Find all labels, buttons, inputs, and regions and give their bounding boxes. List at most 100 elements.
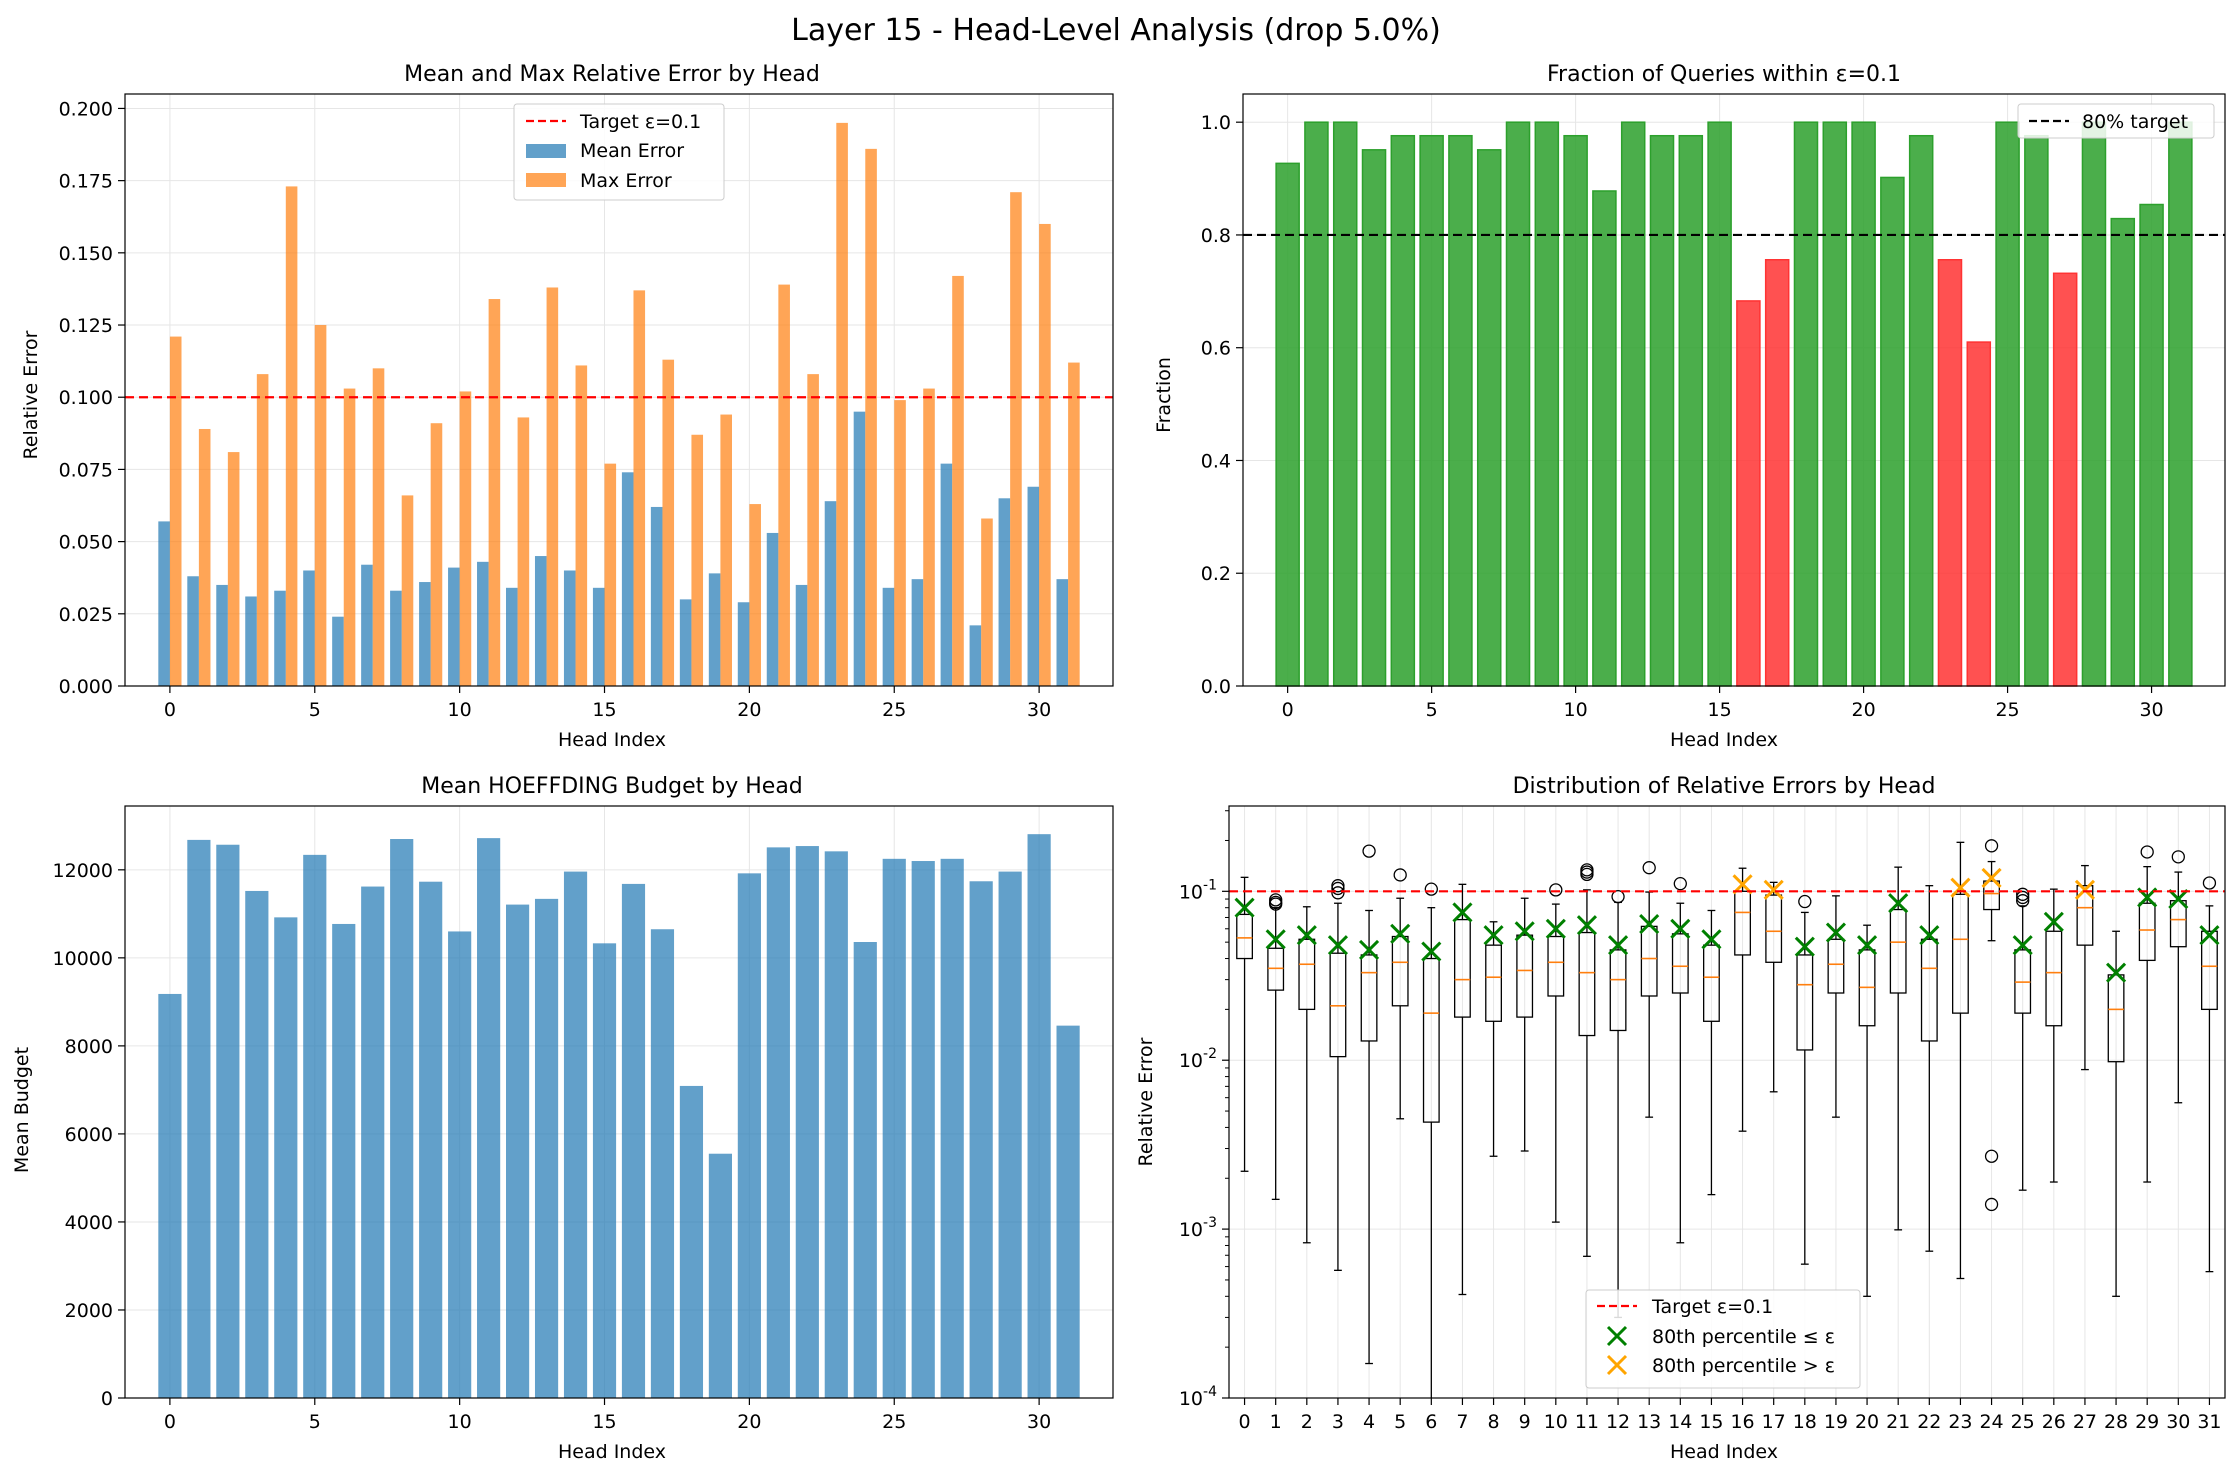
max-error-bar — [430, 423, 443, 686]
p80-marker-ok — [1794, 936, 1815, 957]
box-flier — [1984, 1197, 1999, 1212]
p80-marker-ok — [1296, 925, 1317, 946]
mean-error-bar — [853, 411, 866, 686]
fraction-bar-pass — [1304, 121, 1329, 687]
p3-ytick-label: 12000 — [53, 860, 113, 882]
fraction-bar-pass — [1822, 121, 1848, 687]
box-head — [1234, 876, 1255, 1172]
max-error-bar — [691, 434, 704, 686]
p80-marker-stroke — [1265, 929, 1286, 950]
p80-marker-ok — [1857, 935, 1878, 956]
p80-marker-stroke — [1390, 923, 1411, 944]
mean-error-bar — [998, 498, 1011, 686]
budget-bar — [621, 883, 646, 1398]
max-error-bar — [488, 299, 501, 686]
legend-target-label: Target ε=0.1 — [579, 111, 701, 133]
fraction-bar-pass — [1995, 121, 2020, 687]
budget-bar — [332, 923, 356, 1398]
p80-marker-ok — [1359, 939, 1380, 960]
box-head — [1390, 868, 1411, 1120]
p1-ytick-label: 0.150 — [59, 243, 113, 265]
max-error-bar — [749, 504, 761, 686]
box-head — [1981, 839, 2002, 1212]
p4-xtick-label: 17 — [1762, 1411, 1786, 1433]
p4-xtick-label: 24 — [1979, 1411, 2003, 1433]
box-iqr — [1578, 931, 1596, 1037]
box-flier — [1798, 894, 1812, 909]
p4-xtick-label: 19 — [1824, 1411, 1848, 1433]
budget-bar — [679, 1085, 704, 1398]
p80-marker-stroke — [1919, 925, 1940, 946]
mean-error-bar — [361, 564, 373, 686]
p2-ytick-label: 0.8 — [1201, 225, 1231, 247]
budget-bar — [419, 881, 443, 1398]
budget-bar — [274, 917, 298, 1398]
panel4-title: Distribution of Relative Errors by Head — [1513, 774, 1936, 799]
p2-xtick-label: 15 — [1708, 699, 1732, 721]
p4-xtick-label: 28 — [2104, 1411, 2128, 1433]
p80-marker-ok — [2199, 925, 2220, 946]
p4-xtick-label: 29 — [2135, 1411, 2159, 1433]
p80-marker-stroke — [1639, 913, 1660, 935]
p80-marker-fail — [1981, 867, 2002, 889]
p80-marker-stroke — [2106, 962, 2127, 983]
mean-error-bar — [506, 587, 518, 686]
p4-xtick-label: 6 — [1425, 1411, 1437, 1433]
box-flier — [2016, 887, 2030, 901]
mean-error-bar — [621, 472, 634, 686]
p4-xtick-label: 8 — [1488, 1411, 1500, 1433]
budget-bar — [592, 943, 617, 1398]
p1-xtick-label: 10 — [448, 699, 472, 721]
budget-bar — [563, 871, 588, 1398]
fraction-bar-pass — [1275, 162, 1300, 687]
max-error-bar — [517, 417, 530, 686]
p80-marker-stroke — [2199, 925, 2220, 946]
mean-error-bar — [1027, 486, 1040, 686]
budget-bar — [940, 858, 964, 1398]
p4-ytick-label: 10-3 — [1179, 1215, 1217, 1241]
p80-marker-ok — [1919, 925, 1940, 946]
budget-bar — [650, 929, 675, 1398]
box-iqr — [1391, 935, 1409, 1007]
box-iqr — [2045, 930, 2063, 1027]
p80-marker-stroke — [1670, 918, 1691, 939]
box-head — [1483, 921, 1504, 1157]
p80-marker-ok — [1327, 935, 1348, 956]
mean-error-bar — [274, 590, 286, 686]
p80-marker-ok — [2106, 962, 2127, 983]
box-flier — [1642, 861, 1656, 875]
budget-bar — [911, 861, 935, 1398]
panel3-xlabel: Head Index — [558, 1441, 666, 1463]
box-iqr — [1609, 949, 1627, 1032]
fraction-bar-pass — [1880, 176, 1905, 687]
p1-ytick-label: 0.100 — [59, 387, 113, 409]
max-error-bar — [604, 463, 617, 686]
budget-bar — [361, 886, 385, 1398]
max-error-bar — [778, 284, 790, 686]
mean-error-bar — [882, 587, 895, 686]
p4-xtick-label: 13 — [1637, 1411, 1661, 1433]
box-head — [1296, 906, 1317, 1244]
budget-bar — [448, 931, 472, 1398]
max-error-bar — [1068, 362, 1080, 686]
fraction-bar-pass — [1505, 121, 1531, 687]
max-error-bar — [227, 452, 240, 686]
box-iqr — [1765, 894, 1783, 963]
fraction-bar-pass — [2110, 217, 2136, 687]
box-head — [1670, 877, 1691, 1244]
p80-marker-ok — [1483, 925, 1504, 946]
max-error-bar — [807, 374, 819, 686]
box-head — [1763, 879, 1784, 1093]
p4-xtick-label: 20 — [1855, 1411, 1879, 1433]
box-flier — [2171, 850, 2185, 864]
panel-mean-max-error: Mean and Max Relative Error by Head Head… — [20, 62, 1114, 751]
fraction-bar-pass — [1390, 134, 1416, 687]
mean-error-bar — [477, 561, 489, 686]
fraction-bar-pass — [2139, 203, 2164, 687]
box-iqr — [1640, 925, 1658, 997]
p80-marker-ok — [1639, 913, 1660, 935]
budget-bar — [158, 993, 182, 1398]
budget-bar — [1056, 1025, 1080, 1398]
p80-marker-stroke — [1981, 867, 2002, 889]
box-flier — [1269, 893, 1283, 907]
